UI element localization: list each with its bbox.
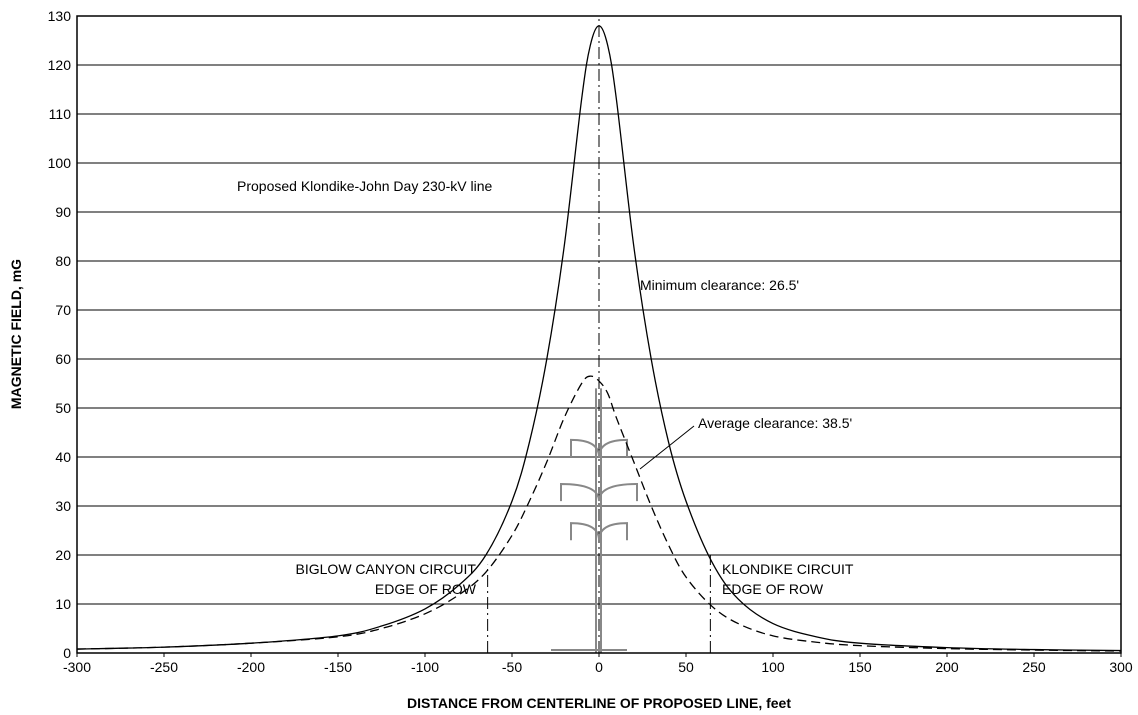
y-tick-label: 0 — [63, 645, 71, 661]
y-tick-label: 100 — [48, 155, 72, 171]
y-tick-labels: 0 10 20 30 40 50 60 70 80 90 100 110 120 130 — [48, 8, 72, 661]
x-tick-label: -200 — [237, 659, 265, 675]
left-row-label-1: BIGLOW CANYON CIRCUIT — [296, 561, 477, 577]
series-lines — [76, 25, 1122, 652]
x-axis-label: DISTANCE FROM CENTERLINE OF PROPOSED LIN… — [407, 695, 791, 711]
y-tick-label: 10 — [55, 596, 71, 612]
right-row-label-2: EDGE OF ROW — [722, 581, 824, 597]
y-tick-label: 60 — [55, 351, 71, 367]
line-name-annotation: Proposed Klondike-John Day 230-kV line — [237, 178, 492, 194]
y-tick-label: 40 — [55, 449, 71, 465]
x-tick-label: -300 — [63, 659, 91, 675]
x-tick-label: -150 — [324, 659, 352, 675]
x-tick-label: -50 — [502, 659, 522, 675]
y-axis-label: MAGNETIC FIELD, mG — [8, 259, 24, 409]
x-tick-label: 100 — [761, 659, 785, 675]
tower-crossarm-top — [570, 438, 628, 458]
x-tick-labels: -300 -250 -200 -150 -100 -50 0 50 100 150 200 250 30… — [63, 653, 1133, 675]
min-clearance-label: Minimum clearance: 26.5' — [640, 277, 799, 293]
y-tick-label: 130 — [48, 8, 72, 24]
reference-lines — [487, 16, 711, 653]
y-tick-label: 110 — [49, 106, 72, 122]
y-tick-label: 90 — [55, 204, 71, 220]
x-tick-label: 0 — [595, 659, 603, 675]
x-tick-label: 250 — [1022, 659, 1046, 675]
y-tick-label: 70 — [55, 302, 71, 318]
tower-crossarm-bottom — [570, 522, 628, 541]
avg-clearance-leader — [639, 425, 695, 470]
x-tick-label: 200 — [935, 659, 959, 675]
tower-pole — [595, 388, 602, 653]
y-tick-label: 20 — [55, 547, 71, 563]
transmission-tower-icon — [551, 388, 638, 653]
y-tick-label: 120 — [48, 57, 72, 73]
y-tick-label: 30 — [55, 498, 71, 514]
x-tick-label: 150 — [848, 659, 872, 675]
x-tick-label: -250 — [150, 659, 178, 675]
x-tick-label: -100 — [411, 659, 439, 675]
tower-crossarm-middle — [560, 482, 638, 502]
left-row-label-2: EDGE OF ROW — [375, 581, 477, 597]
x-tick-label: 50 — [678, 659, 694, 675]
y-tick-label: 50 — [55, 400, 71, 416]
y-tick-label: 80 — [55, 253, 71, 269]
average-clearance-curve — [76, 375, 1122, 652]
avg-clearance-label: Average clearance: 38.5' — [698, 415, 852, 431]
right-row-label-1: KLONDIKE CIRCUIT — [722, 561, 854, 577]
x-tick-label: 300 — [1109, 659, 1133, 675]
minimum-clearance-curve — [76, 25, 1122, 652]
